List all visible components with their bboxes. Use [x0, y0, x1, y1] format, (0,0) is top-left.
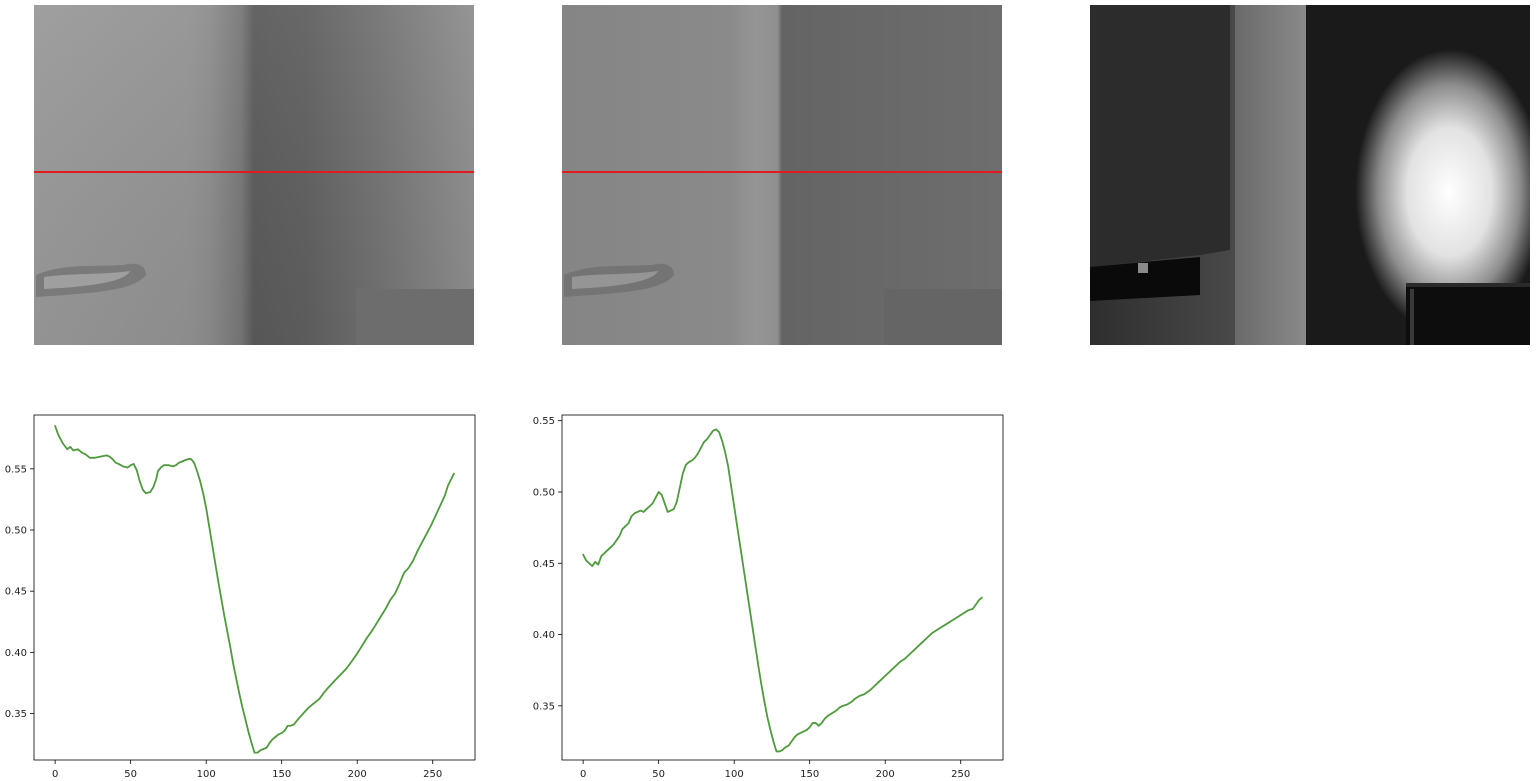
- y-tick-label: 0.55: [533, 416, 555, 427]
- y-tick-label: 0.50: [5, 526, 27, 537]
- series-line: [54, 425, 455, 754]
- x-tick-label: 150: [272, 769, 291, 780]
- y-tick-label: 0.40: [533, 630, 555, 641]
- depth-image-1: [34, 5, 474, 345]
- y-tick-label: 0.40: [5, 648, 27, 659]
- plot-frame: [33, 414, 476, 761]
- x-tick-label: 250: [423, 769, 442, 780]
- series-line: [582, 428, 983, 753]
- x-tick-label: 100: [725, 769, 744, 780]
- x-tick-label: 50: [652, 769, 665, 780]
- intensity-image: [1090, 5, 1530, 345]
- x-tick-label: 0: [580, 769, 586, 780]
- y-tick-label: 0.45: [533, 559, 555, 570]
- x-tick-label: 0: [52, 769, 58, 780]
- x-tick-label: 150: [800, 769, 819, 780]
- plot-frame: [561, 414, 1004, 761]
- depth-profile-chart-2: 0 50 100 150 200 250 0.35 0.40 0.45 0.50 0.55: [533, 414, 1004, 780]
- y-tick-label: 0.45: [5, 587, 27, 598]
- x-tick-label: 250: [951, 769, 970, 780]
- x-tick-label: 200: [348, 769, 367, 780]
- x-tick-label: 50: [124, 769, 137, 780]
- x-tick-label: 200: [876, 769, 895, 780]
- y-tick-label: 0.35: [5, 709, 27, 720]
- x-tick-label: 100: [197, 769, 216, 780]
- depth-profile-chart-1: 0 50 100 150 200 250 0.35 0.40 0.45 0.50 0.55: [5, 414, 476, 780]
- y-tick-label: 0.50: [533, 487, 555, 498]
- depth-image-2: [562, 5, 1002, 345]
- y-tick-label: 0.35: [533, 701, 555, 712]
- y-tick-label: 0.55: [5, 464, 27, 475]
